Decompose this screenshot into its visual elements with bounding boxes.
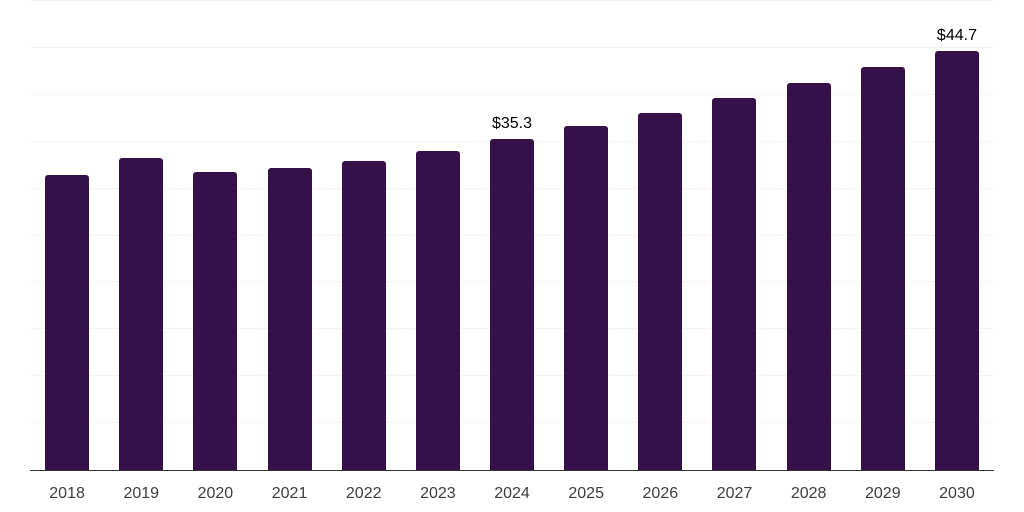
- x-axis-label: 2021: [271, 485, 308, 502]
- x-axis-labels: 2018 2019 2020 2021 2022 2023 2024 2025 2026 2027…: [30, 485, 994, 503]
- bar-group: [623, 1, 697, 470]
- bar-group: [697, 1, 771, 470]
- gridline: [30, 0, 994, 1]
- x-axis-label: 2024: [494, 485, 530, 502]
- bar-group: [772, 1, 846, 470]
- x-axis-label: 2026: [642, 485, 679, 502]
- bar[interactable]: [267, 167, 312, 470]
- gridline: [30, 93, 994, 95]
- x-axis-label: 2028: [790, 485, 827, 502]
- bar-group: $35.3: [475, 1, 549, 470]
- bar[interactable]: [860, 66, 905, 470]
- bar-group: [327, 1, 401, 470]
- x-axis-label: 2030: [939, 485, 975, 502]
- bar[interactable]: [193, 171, 238, 470]
- bar[interactable]: [119, 157, 164, 470]
- bar-group: [252, 1, 326, 470]
- x-axis-label: 2018: [49, 485, 85, 502]
- bar[interactable]: [934, 50, 979, 470]
- bars-row: $35.3 $44.7: [30, 1, 994, 470]
- bar-group: [104, 1, 178, 470]
- bar[interactable]: [712, 97, 757, 470]
- x-axis-label: 2020: [197, 485, 234, 502]
- bar-value-label: $44.7: [936, 26, 977, 44]
- bar[interactable]: [415, 151, 460, 470]
- bar-group: [549, 1, 623, 470]
- bar[interactable]: [564, 125, 609, 470]
- bar[interactable]: [490, 138, 535, 470]
- bar[interactable]: [786, 82, 831, 470]
- gridline: [30, 46, 994, 48]
- x-axis-label: 2027: [716, 485, 753, 502]
- bar-group: [30, 1, 104, 470]
- x-axis-label: 2019: [123, 485, 160, 502]
- bar-group: [178, 1, 252, 470]
- bar[interactable]: [341, 161, 386, 470]
- bar-group: [846, 1, 920, 470]
- plot-area: $35.3 $44.7: [30, 0, 994, 471]
- x-axis-label: 2023: [420, 485, 456, 502]
- x-axis-label: 2022: [345, 485, 382, 502]
- x-axis-label: 2029: [865, 485, 901, 502]
- bar[interactable]: [638, 112, 683, 470]
- bar[interactable]: [45, 175, 90, 470]
- bar-value-label: $35.3: [491, 114, 533, 132]
- bar-group: $44.7: [920, 1, 994, 470]
- x-axis-label: 2025: [568, 485, 604, 502]
- bar-group: [401, 1, 475, 470]
